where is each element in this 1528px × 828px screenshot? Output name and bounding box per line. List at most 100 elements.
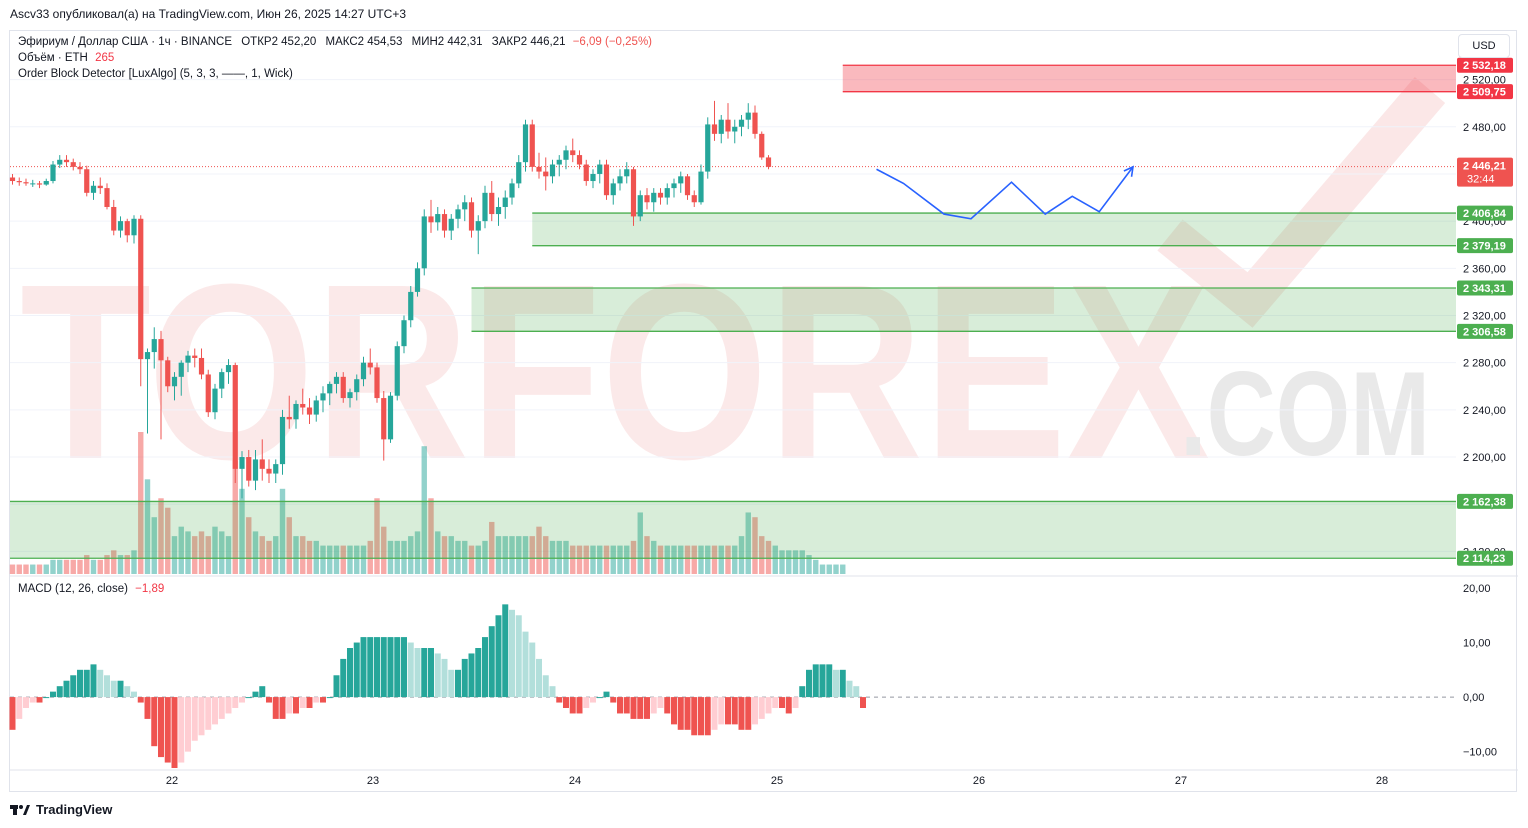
tradingview-brand[interactable]: TradingView — [10, 800, 112, 820]
price-label-box — [1457, 280, 1513, 296]
macd-bar — [110, 680, 117, 698]
volume-bar — [306, 540, 313, 574]
volume-bar — [570, 545, 576, 574]
volume-bar — [630, 540, 637, 574]
macd-bar — [448, 669, 455, 698]
macd-bar — [239, 697, 245, 703]
candle-body — [570, 150, 576, 156]
ohlc-open-value: 2 452,20 — [271, 36, 317, 48]
candle-body — [219, 372, 225, 389]
volume-bar — [806, 555, 812, 574]
candle-body — [590, 173, 596, 182]
volume-bar — [63, 559, 70, 574]
volume-bar — [138, 432, 144, 574]
volume-bar — [300, 536, 306, 574]
candle-body — [644, 195, 650, 203]
candle-body — [320, 393, 326, 401]
candle-body — [171, 376, 178, 387]
candle-body — [711, 124, 718, 134]
price-axis: 2 520,002 480,002 440,002 400,002 360,00… — [1457, 57, 1513, 759]
price-tick-label: 2 320,00 — [1463, 311, 1506, 323]
time-tick-label: 23 — [367, 775, 379, 787]
candle-body — [664, 188, 670, 198]
volume-bar — [455, 540, 461, 574]
volume-bar — [664, 545, 670, 574]
macd-bar — [711, 697, 718, 730]
volume-bar — [698, 545, 704, 574]
macd-bar — [468, 653, 475, 698]
macd-bar — [846, 680, 853, 698]
volume-bar — [90, 559, 97, 574]
volume-bar — [327, 545, 333, 574]
candles — [9, 100, 772, 499]
volume-bar — [293, 536, 299, 574]
macd-bar — [333, 675, 340, 698]
candle-body — [273, 464, 279, 474]
volume-bar — [259, 536, 265, 574]
candle-body — [408, 291, 414, 321]
volume-bar — [583, 545, 589, 574]
macd-bar — [340, 658, 347, 698]
macd-bar — [326, 697, 333, 699]
volume-bar — [441, 536, 448, 574]
macd-bar — [279, 697, 286, 719]
volume-bar — [246, 517, 252, 574]
macd-bar — [299, 697, 306, 708]
macd-bar — [745, 697, 752, 730]
macd-bar — [455, 669, 461, 698]
macd-bar — [104, 675, 110, 698]
chart-frame[interactable] — [9, 30, 1517, 792]
legend-macd-line[interactable]: MACD (12, 26, close) −1,89 — [18, 582, 164, 597]
candle-body — [23, 182, 29, 184]
volume-bar — [759, 536, 765, 574]
macd-bar — [637, 697, 644, 719]
volume-bar — [536, 526, 542, 574]
macd-value: −1,89 — [135, 583, 165, 595]
macd-bar — [812, 664, 819, 698]
candle-body — [131, 218, 137, 236]
last-price-text: 2 446,21 — [1463, 161, 1506, 173]
candle-body — [563, 150, 569, 160]
legend-indicator-line[interactable]: Order Block Detector [LuxAlgo] (5, 3, 3,… — [18, 67, 293, 82]
candle-body — [543, 171, 549, 177]
volume-bar — [50, 559, 56, 574]
macd-bar — [151, 697, 158, 747]
macd-bar — [401, 637, 407, 698]
candle-body — [239, 457, 245, 469]
macd-bar — [671, 697, 677, 725]
macd-bar — [610, 697, 617, 703]
candle-body — [529, 124, 535, 167]
macd-bar — [259, 686, 266, 698]
macd-bar — [549, 686, 556, 698]
price-label-box — [1457, 550, 1513, 566]
legend-volume-line[interactable]: Объём · ETH 265 — [18, 51, 114, 66]
candle-body — [522, 124, 529, 163]
volume-bar — [313, 540, 319, 574]
volume-bar — [212, 526, 218, 574]
volume-bar — [320, 545, 326, 574]
volume-bar — [401, 540, 407, 574]
candle-body — [144, 352, 151, 360]
candle-body — [671, 183, 677, 189]
macd-bar — [704, 697, 711, 736]
macd-bar — [225, 697, 232, 714]
grid — [10, 79, 1518, 577]
macd-bar — [590, 697, 596, 703]
volume-bar — [779, 550, 785, 574]
volume-bar — [468, 545, 475, 574]
volume-bar — [448, 536, 454, 574]
volume-bar — [178, 526, 184, 574]
macd-bar — [569, 697, 576, 714]
candle-body — [30, 183, 36, 185]
macd-bar — [97, 669, 104, 698]
currency-button[interactable]: USD — [1458, 34, 1510, 58]
candle-body — [691, 195, 697, 203]
tradingview-logo-icon — [10, 803, 30, 817]
price-tick-label: 2 520,00 — [1463, 75, 1506, 87]
volume-bar — [381, 526, 387, 574]
volume-bar — [124, 555, 130, 574]
macd-bar — [245, 697, 252, 699]
macd-bar — [131, 691, 137, 698]
candle-body — [657, 192, 664, 198]
